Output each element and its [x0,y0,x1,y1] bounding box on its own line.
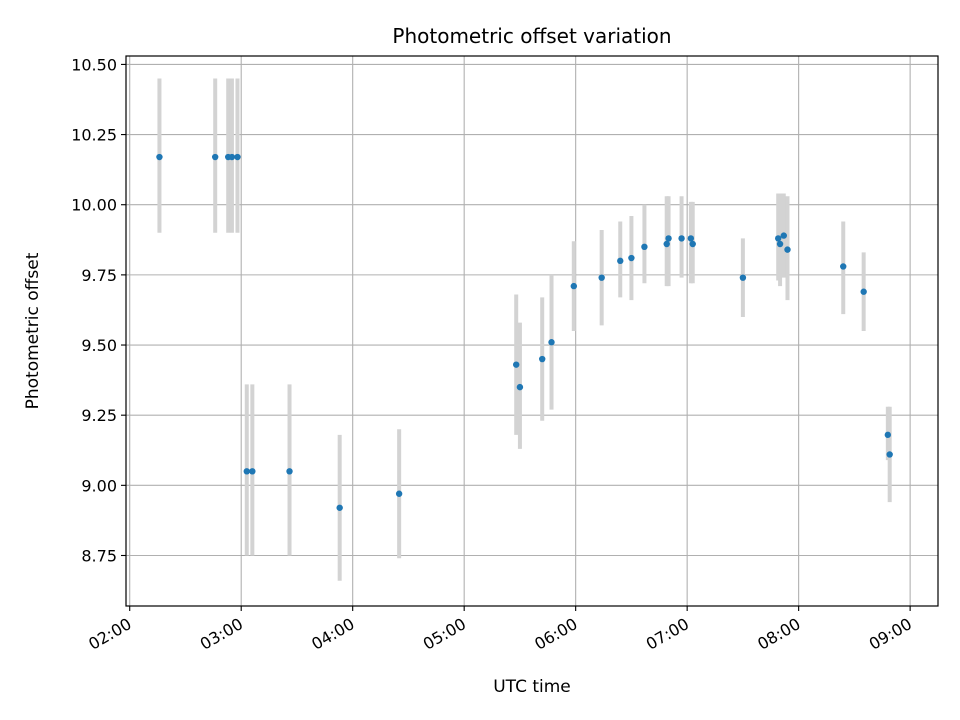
data-point [784,246,791,253]
data-point [775,235,782,242]
chart-title: Photometric offset variation [392,24,671,48]
data-point [860,288,867,295]
data-point [886,451,893,458]
x-axis-title: UTC time [493,677,571,697]
y-tick-label: 9.75 [81,266,117,285]
data-point [687,235,695,242]
data-point [665,235,672,242]
data-point [513,361,520,368]
data-point [776,240,784,248]
data-point [663,240,670,248]
data-point [884,431,892,439]
data-point [234,153,241,161]
data-point [678,235,685,242]
y-axis: 8.75 9.00 9.25 9.50 9.75 10.00 10.25 10.50 [71,55,126,565]
data-point [243,468,250,475]
data-point [598,274,605,281]
y-tick-label: 9.50 [81,336,117,355]
data-point [249,468,256,475]
data-point [156,153,163,161]
data-point [739,274,747,281]
data-point [641,243,648,251]
data-point [286,468,293,475]
data-point [689,240,696,248]
data-point [548,339,555,346]
data-point [780,232,787,239]
y-tick-label: 8.75 [81,546,117,565]
data-point [211,153,219,161]
data-point [395,490,403,497]
y-tick-label: 9.25 [81,406,117,425]
y-tick-label: 9.00 [81,476,117,495]
data-point [336,504,343,511]
data-point [539,355,546,363]
y-tick-label: 10.50 [71,55,117,74]
plot-frame [125,55,939,607]
data-points [156,153,893,511]
data-point [228,153,236,161]
data-point [617,257,624,265]
data-point [516,383,524,391]
y-axis-title: Photometric offset [23,252,43,409]
y-tick-label: 10.00 [71,196,117,215]
data-point [840,263,847,270]
data-point [628,254,635,262]
data-point [570,282,578,290]
y-tick-label: 10.25 [71,126,117,145]
